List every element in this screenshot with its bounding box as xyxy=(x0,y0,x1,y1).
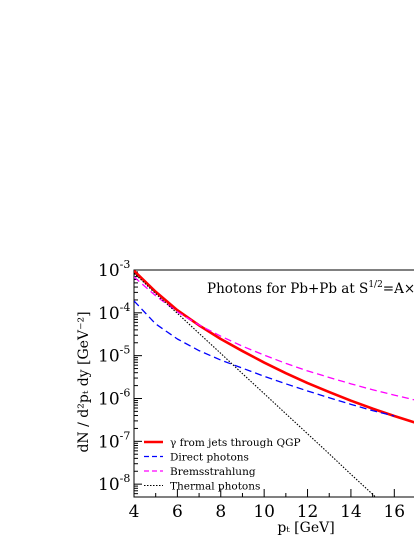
y-tick-exponent: -6 xyxy=(120,386,131,399)
y-tick-exponent: -7 xyxy=(120,429,131,442)
legend-label-3: Thermal photons xyxy=(170,481,260,493)
x-tick-label: 4 xyxy=(129,502,140,522)
y-tick-exponent: -8 xyxy=(120,472,131,485)
chart-title: Photons for Pb+Pb at S1/2=A× xyxy=(207,280,414,297)
y-tick-base: 10 xyxy=(98,432,120,452)
x-tick-label: 16 xyxy=(383,502,405,522)
y-tick-base: 10 xyxy=(98,304,120,324)
series-line-3 xyxy=(134,272,377,497)
y-tick-base: 10 xyxy=(98,389,120,409)
x-tick-label: 14 xyxy=(340,502,362,522)
legend-label-1: Direct photons xyxy=(170,452,249,464)
x-tick-label: 8 xyxy=(215,502,226,522)
y-axis-label: dN / d²pₜ dy [GeV⁻²] xyxy=(76,311,92,452)
y-tick-exponent: -5 xyxy=(120,344,131,357)
legend: γ from jets through QGP Direct photons Bre… xyxy=(144,437,301,493)
x-tick-label: 10 xyxy=(253,502,275,522)
y-tick-label: 10-5 xyxy=(98,344,130,367)
y-tick-base: 10 xyxy=(98,475,120,495)
legend-label-2: Bremsstrahlung xyxy=(170,466,256,478)
chart-title-tail: =A× xyxy=(383,281,414,297)
series-line-1 xyxy=(134,300,395,417)
x-axis-label: pₜ [GeV] xyxy=(277,520,334,536)
y-tick-exponent: -3 xyxy=(120,258,131,271)
y-tick-exponent: -4 xyxy=(120,301,131,314)
x-tick-label: 6 xyxy=(172,502,183,522)
chart-title-sup: 1/2 xyxy=(368,280,382,290)
y-tick-label: 10-6 xyxy=(98,386,130,409)
plot-frame xyxy=(133,269,414,498)
y-tick-base: 10 xyxy=(98,261,120,281)
series-line-0 xyxy=(134,270,414,424)
y-tick-base: 10 xyxy=(98,347,120,367)
series-line-2 xyxy=(134,276,414,401)
y-tick-label: 10-3 xyxy=(98,258,130,281)
y-tick-label: 10-8 xyxy=(98,472,130,495)
chart-title-main: Photons for Pb+Pb at S xyxy=(207,281,368,297)
y-tick-label: 10-4 xyxy=(98,301,130,324)
y-tick-label: 10-7 xyxy=(98,429,130,452)
series-layer xyxy=(134,270,414,497)
legend-label-0: γ from jets through QGP xyxy=(170,437,301,449)
x-tick-label: 12 xyxy=(297,502,319,522)
